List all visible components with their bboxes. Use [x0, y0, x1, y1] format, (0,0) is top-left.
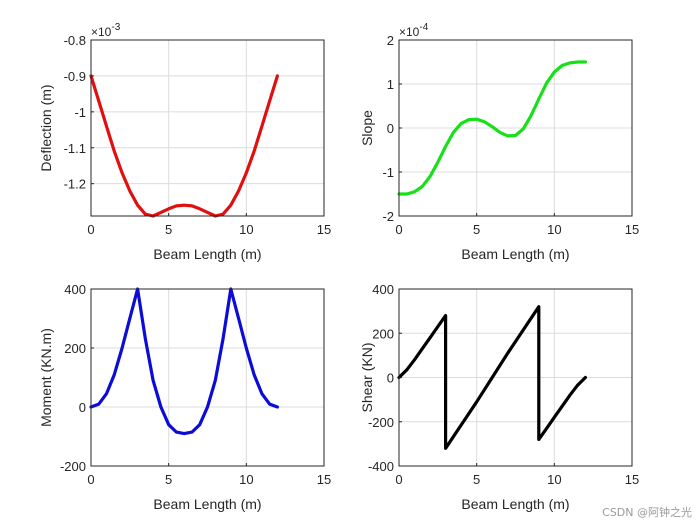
y-tick-label: 0 [79, 400, 86, 415]
subplot-1: 0 5 10 15 -1.2 -1.1 -1 -0.9 -0.8 Beam Length (m) D… [38, 22, 331, 262]
x-tick-label: 15 [625, 222, 639, 237]
x-tick-label: 15 [317, 222, 331, 237]
plot-area [91, 40, 324, 216]
y-tick-label: 400 [372, 282, 394, 297]
series-line [89, 74, 279, 218]
y-tick-label: 0 [387, 121, 394, 136]
y-axis-label: Shear (KN) [359, 342, 375, 412]
y-tick-label: -0.8 [64, 33, 86, 48]
watermark: CSDN @阿钟之光 [602, 505, 692, 519]
x-tick-label: 5 [165, 222, 172, 237]
x-tick-label: 0 [87, 472, 94, 487]
x-axis-label: Beam Length (m) [461, 246, 569, 262]
y-tick-label: -200 [368, 415, 394, 430]
axes-box [90, 288, 325, 467]
y-tick-label: -400 [368, 459, 394, 474]
axis-exponent: ×10-3 [91, 22, 121, 39]
y-tick-label: -1.2 [64, 177, 86, 192]
x-tick-label: 5 [165, 472, 172, 487]
y-axis-label: Moment (KN.m) [38, 328, 54, 427]
y-tick-label: -200 [60, 459, 86, 474]
y-tick-label: 0 [387, 371, 394, 386]
x-tick-label: 5 [473, 222, 480, 237]
x-tick-label: 15 [625, 472, 639, 487]
plot-area [91, 289, 324, 466]
y-tick-label: 2 [387, 33, 394, 48]
axis-exponent: ×10-4 [399, 22, 429, 39]
subplot-2: 0 5 10 15 -2 -1 0 1 2 Beam Length (m) Slope ×10-4 [359, 22, 639, 262]
series-line [89, 287, 279, 436]
y-tick-label: -2 [382, 209, 394, 224]
x-tick-label: 10 [547, 222, 561, 237]
x-tick-label: 10 [239, 472, 253, 487]
x-tick-label: 0 [395, 222, 402, 237]
x-tick-label: 10 [547, 472, 561, 487]
x-tick-label: 5 [473, 472, 480, 487]
x-tick-label: 0 [87, 222, 94, 237]
series-line [397, 305, 588, 450]
x-tick-label: 10 [239, 222, 253, 237]
y-tick-label: -1 [382, 165, 394, 180]
axes-box [90, 39, 325, 217]
x-axis-label: Beam Length (m) [153, 246, 261, 262]
series-line [397, 60, 588, 196]
x-axis-label: Beam Length (m) [461, 496, 569, 512]
y-tick-label: -1 [74, 105, 86, 120]
x-axis-label: Beam Length (m) [153, 496, 261, 512]
y-tick-label: 400 [64, 282, 86, 297]
y-tick-label: 200 [372, 326, 394, 341]
x-tick-label: 0 [395, 472, 402, 487]
y-tick-label: 1 [387, 77, 394, 92]
y-tick-label: -1.1 [64, 141, 86, 156]
subplot-4: 0 5 10 15 -400 -200 0 200 400 Beam Length (m) Shea… [359, 282, 639, 512]
y-tick-label: -0.9 [64, 69, 86, 84]
y-tick-label: 200 [64, 341, 86, 356]
y-axis-label: Slope [359, 110, 375, 146]
y-axis-label: Deflection (m) [38, 84, 54, 171]
x-tick-label: 15 [317, 472, 331, 487]
